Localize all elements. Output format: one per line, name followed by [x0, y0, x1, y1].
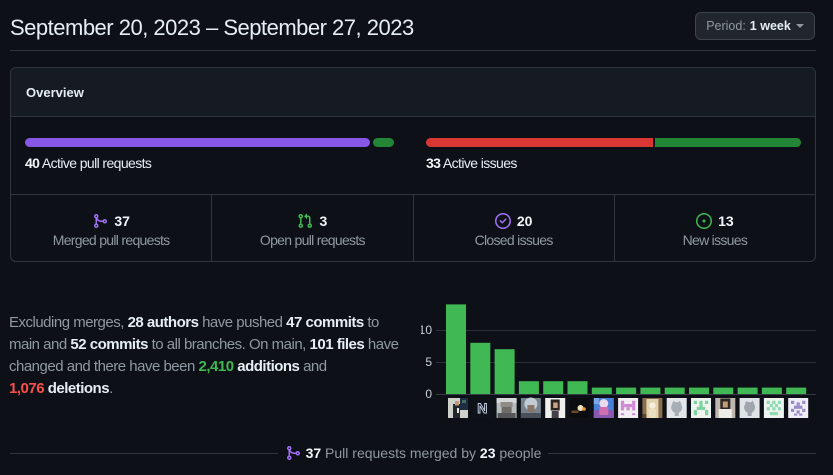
- svg-text:N: N: [477, 400, 487, 416]
- svg-text:10: 10: [421, 323, 432, 337]
- svg-text:0: 0: [425, 387, 432, 401]
- svg-text:5: 5: [425, 355, 432, 369]
